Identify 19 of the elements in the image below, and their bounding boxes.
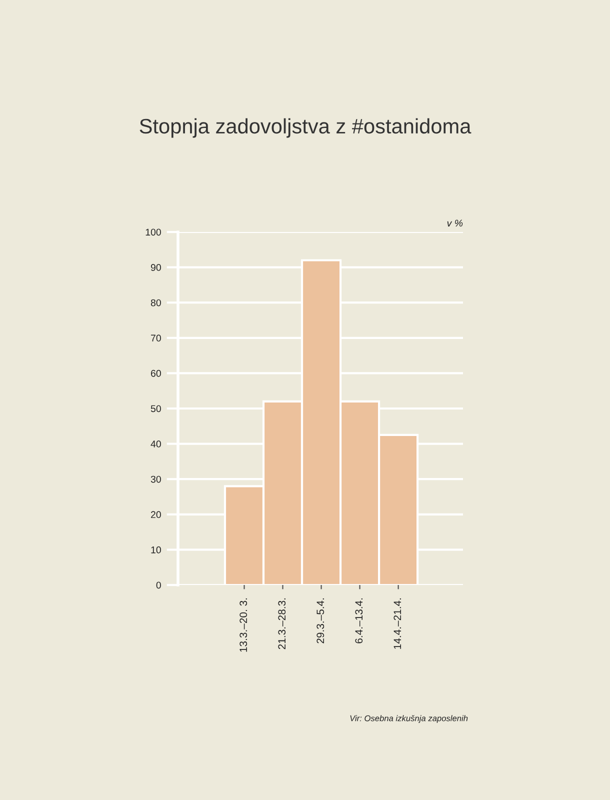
x-tick-label: 13.3.–20. 3. [240, 598, 248, 652]
y-tick-label: 10 [151, 546, 161, 554]
text: Vir: Osebna izkušnja zaposlenih [350, 715, 468, 723]
x-tick-label: 29.3.–5.4. [316, 598, 324, 644]
y-tick-label: 70 [151, 334, 161, 342]
y-tick-label: 0 [156, 582, 161, 589]
y-axis-title: v % [447, 220, 463, 227]
x-tick-label: 21.3.–28.3. [278, 598, 286, 650]
y-tick-label: 20 [151, 511, 161, 518]
x-tick-label: 14.4.–21.4. [394, 598, 401, 649]
y-tick-label: 60 [151, 370, 161, 377]
x-tick-label: 6.4.–13.4. [355, 598, 363, 644]
y-tick-label: 80 [150, 299, 161, 306]
chart-title: Stopnja zadovoljstva z #ostanidoma [140, 118, 472, 138]
y-tick-label: 30 [150, 476, 161, 483]
y-tick-label: 90 [150, 264, 161, 271]
y-tick-label: 100 [146, 228, 161, 236]
y-tick-label: 50 [150, 405, 161, 412]
y-tick-label: 40 [150, 440, 161, 448]
